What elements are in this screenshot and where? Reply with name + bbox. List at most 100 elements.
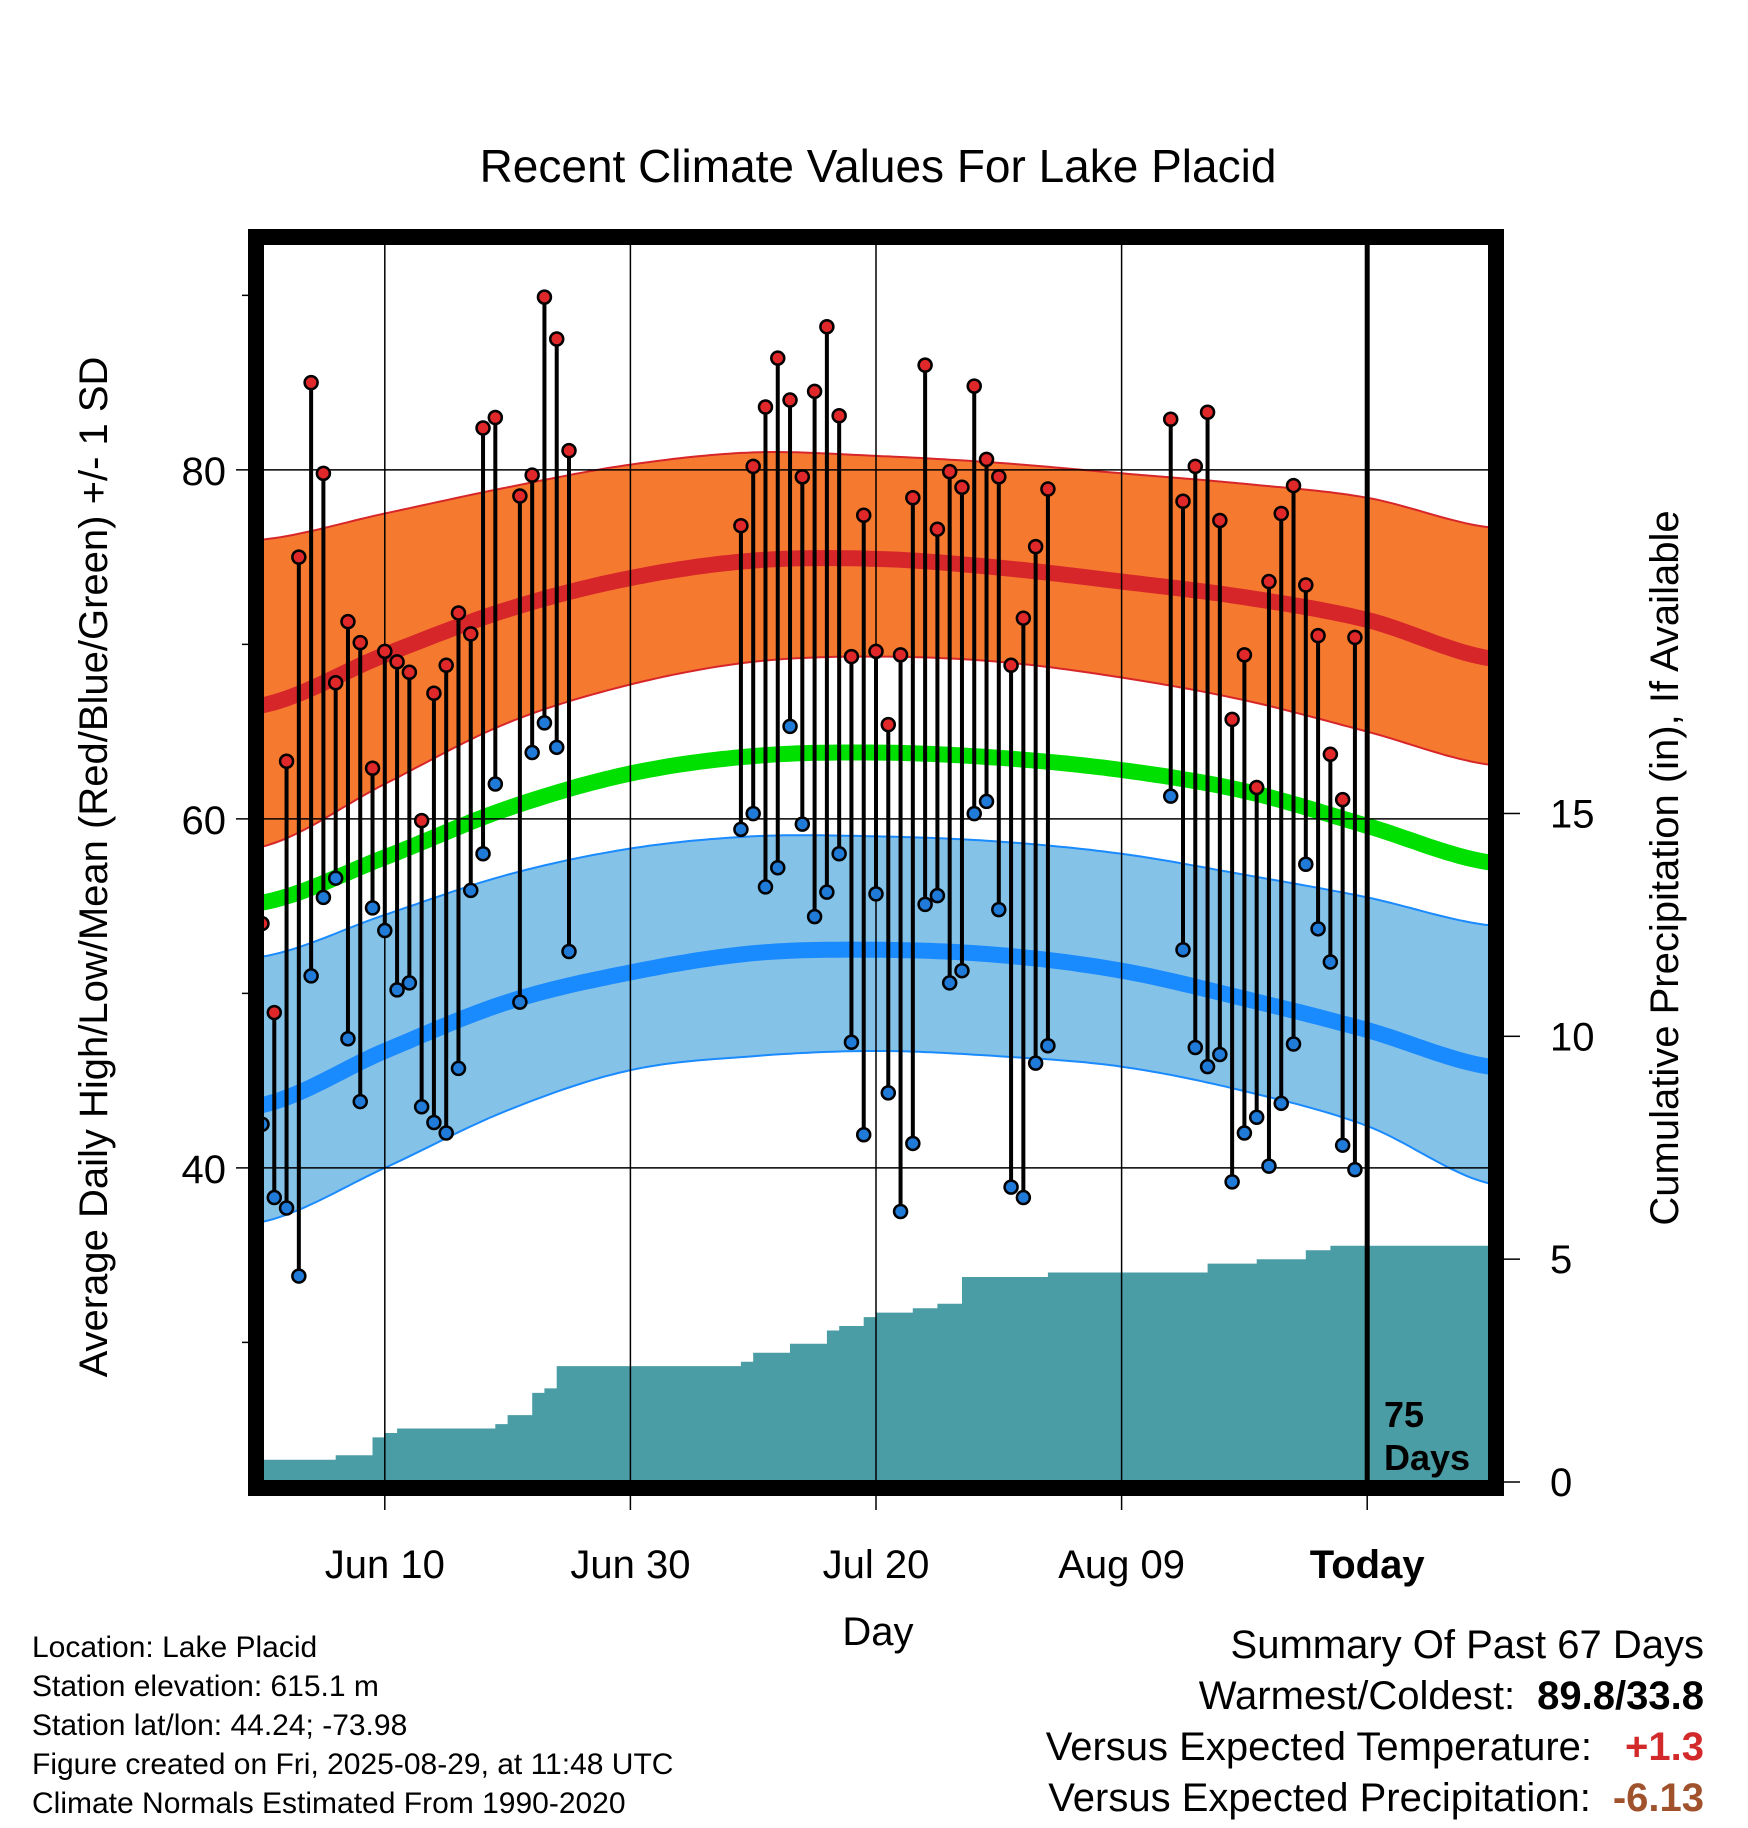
- high-point: [855, 507, 872, 523]
- high-point: [905, 490, 921, 506]
- low-point: [1187, 1039, 1204, 1056]
- high-point: [303, 374, 319, 391]
- high-point: [757, 399, 774, 415]
- x-tick-label: Jun 10: [325, 1543, 445, 1587]
- axes: 40 60 80 0 5 10 15 Jun 10 Jun 30 Jul 20 Aug 09 Toda…: [182, 294, 1595, 1587]
- low-point: [340, 1031, 356, 1047]
- low-point: [1347, 1161, 1363, 1178]
- summary-panel: Summary Of Past 67 Days Warmest/Coldest:…: [1046, 1620, 1704, 1824]
- high-point: [364, 760, 381, 777]
- high-point: [954, 479, 970, 496]
- low-point: [389, 982, 405, 998]
- low-point: [929, 887, 946, 904]
- high-point: [966, 378, 982, 394]
- high-point: [1347, 629, 1363, 646]
- low-point: [352, 1093, 368, 1110]
- low-point: [1175, 942, 1191, 958]
- high-point: [770, 350, 786, 366]
- coldest-value: 33.8: [1626, 1674, 1704, 1718]
- high-point: [548, 331, 565, 347]
- low-point: [917, 896, 933, 913]
- y2-tick-label: 10: [1550, 1015, 1595, 1059]
- x-tick-label: Jun 30: [570, 1543, 690, 1587]
- low-point: [733, 821, 749, 838]
- high-point: [389, 654, 405, 670]
- high-point: [1040, 481, 1056, 497]
- high-point: [819, 319, 835, 335]
- high-point: [463, 626, 479, 642]
- low-point: [426, 1114, 442, 1131]
- high-point: [941, 463, 958, 480]
- high-point: [1322, 746, 1339, 763]
- low-point: [855, 1126, 872, 1143]
- low-point: [806, 908, 823, 925]
- high-point: [1199, 404, 1216, 421]
- high-point: [524, 467, 540, 483]
- high-point: [1015, 610, 1032, 626]
- low-point: [1015, 1189, 1032, 1206]
- y-tick-label: 80: [182, 450, 227, 494]
- high-point: [426, 685, 442, 701]
- low-point: [291, 1268, 307, 1284]
- low-point: [1322, 954, 1339, 970]
- x-tick-label: Jul 20: [823, 1543, 930, 1587]
- high-point: [475, 420, 491, 436]
- high-point: [991, 469, 1007, 485]
- low-point: [463, 882, 479, 899]
- low-point: [1224, 1174, 1240, 1190]
- low-point: [1248, 1109, 1265, 1126]
- precip-value: -6.13: [1612, 1776, 1704, 1820]
- low-point: [266, 1189, 283, 1206]
- low-point: [770, 859, 786, 876]
- y2-tick-label: 0: [1550, 1461, 1572, 1505]
- high-point: [327, 675, 344, 691]
- y-axis-label: Average Daily High/Low/Mean (Red/Blue/Gr…: [72, 357, 116, 1378]
- high-point: [352, 634, 368, 651]
- low-point: [782, 718, 798, 735]
- high-point: [1003, 657, 1019, 674]
- temp-row: Versus Expected Temperature: +1.3: [1046, 1722, 1704, 1773]
- low-point: [892, 1203, 909, 1220]
- low-point: [1027, 1055, 1044, 1071]
- low-point: [438, 1125, 454, 1141]
- high-point: [1027, 538, 1044, 555]
- low-point: [941, 975, 958, 991]
- low-point: [1298, 856, 1314, 872]
- high-point: [266, 1004, 283, 1021]
- high-point: [1224, 711, 1240, 728]
- high-point: [291, 549, 307, 565]
- low-point: [1003, 1179, 1019, 1195]
- summary-heading: Summary Of Past 67 Days: [1230, 1623, 1704, 1667]
- normals-text: Climate Normals Estimated From 1990-2020: [32, 1787, 626, 1820]
- high-point: [1261, 573, 1277, 590]
- warm-cold-row: Warmest/Coldest: 89.8/33.8: [1046, 1671, 1704, 1722]
- low-point: [1261, 1158, 1277, 1174]
- low-point: [1212, 1046, 1228, 1063]
- low-point: [475, 846, 491, 862]
- low-point: [745, 805, 761, 822]
- low-point: [1310, 921, 1326, 937]
- low-point: [1285, 1036, 1302, 1052]
- low-point: [450, 1060, 467, 1077]
- high-point: [831, 408, 847, 424]
- high-point: [1334, 791, 1351, 808]
- high-point: [487, 409, 504, 426]
- elevation-text: Station elevation: 615.1 m: [32, 1670, 379, 1703]
- low-point: [327, 870, 344, 886]
- high-point: [512, 488, 528, 504]
- created-text: Figure created on Fri, 2025-08-29, at 11…: [32, 1748, 674, 1781]
- high-point: [892, 647, 909, 663]
- high-point: [278, 753, 295, 770]
- high-point: [438, 657, 454, 674]
- high-point: [1248, 779, 1265, 796]
- high-point: [1212, 512, 1228, 529]
- precip-label: Versus Expected Precipitation:: [1048, 1776, 1591, 1820]
- x-tick-label: Aug 09: [1058, 1543, 1185, 1587]
- warm-cold-label: Warmest/Coldest:: [1198, 1674, 1516, 1718]
- low-point: [512, 994, 528, 1010]
- y-tick-label: 40: [182, 1148, 227, 1192]
- high-point: [413, 812, 430, 829]
- low-point: [966, 805, 982, 822]
- low-point: [278, 1200, 295, 1216]
- low-point: [303, 968, 319, 984]
